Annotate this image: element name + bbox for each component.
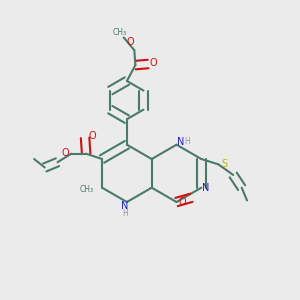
Text: N: N <box>177 136 184 146</box>
Text: CH₃: CH₃ <box>112 28 127 37</box>
Text: CH₃: CH₃ <box>80 185 94 194</box>
Text: O: O <box>61 148 69 158</box>
Text: H: H <box>184 137 190 146</box>
Text: S: S <box>222 159 228 169</box>
Text: O: O <box>89 131 96 141</box>
Text: O: O <box>126 37 134 47</box>
Text: O: O <box>150 58 157 68</box>
Text: N: N <box>121 201 128 211</box>
Text: O: O <box>178 197 186 207</box>
Text: H: H <box>122 209 128 218</box>
Text: N: N <box>202 183 209 193</box>
